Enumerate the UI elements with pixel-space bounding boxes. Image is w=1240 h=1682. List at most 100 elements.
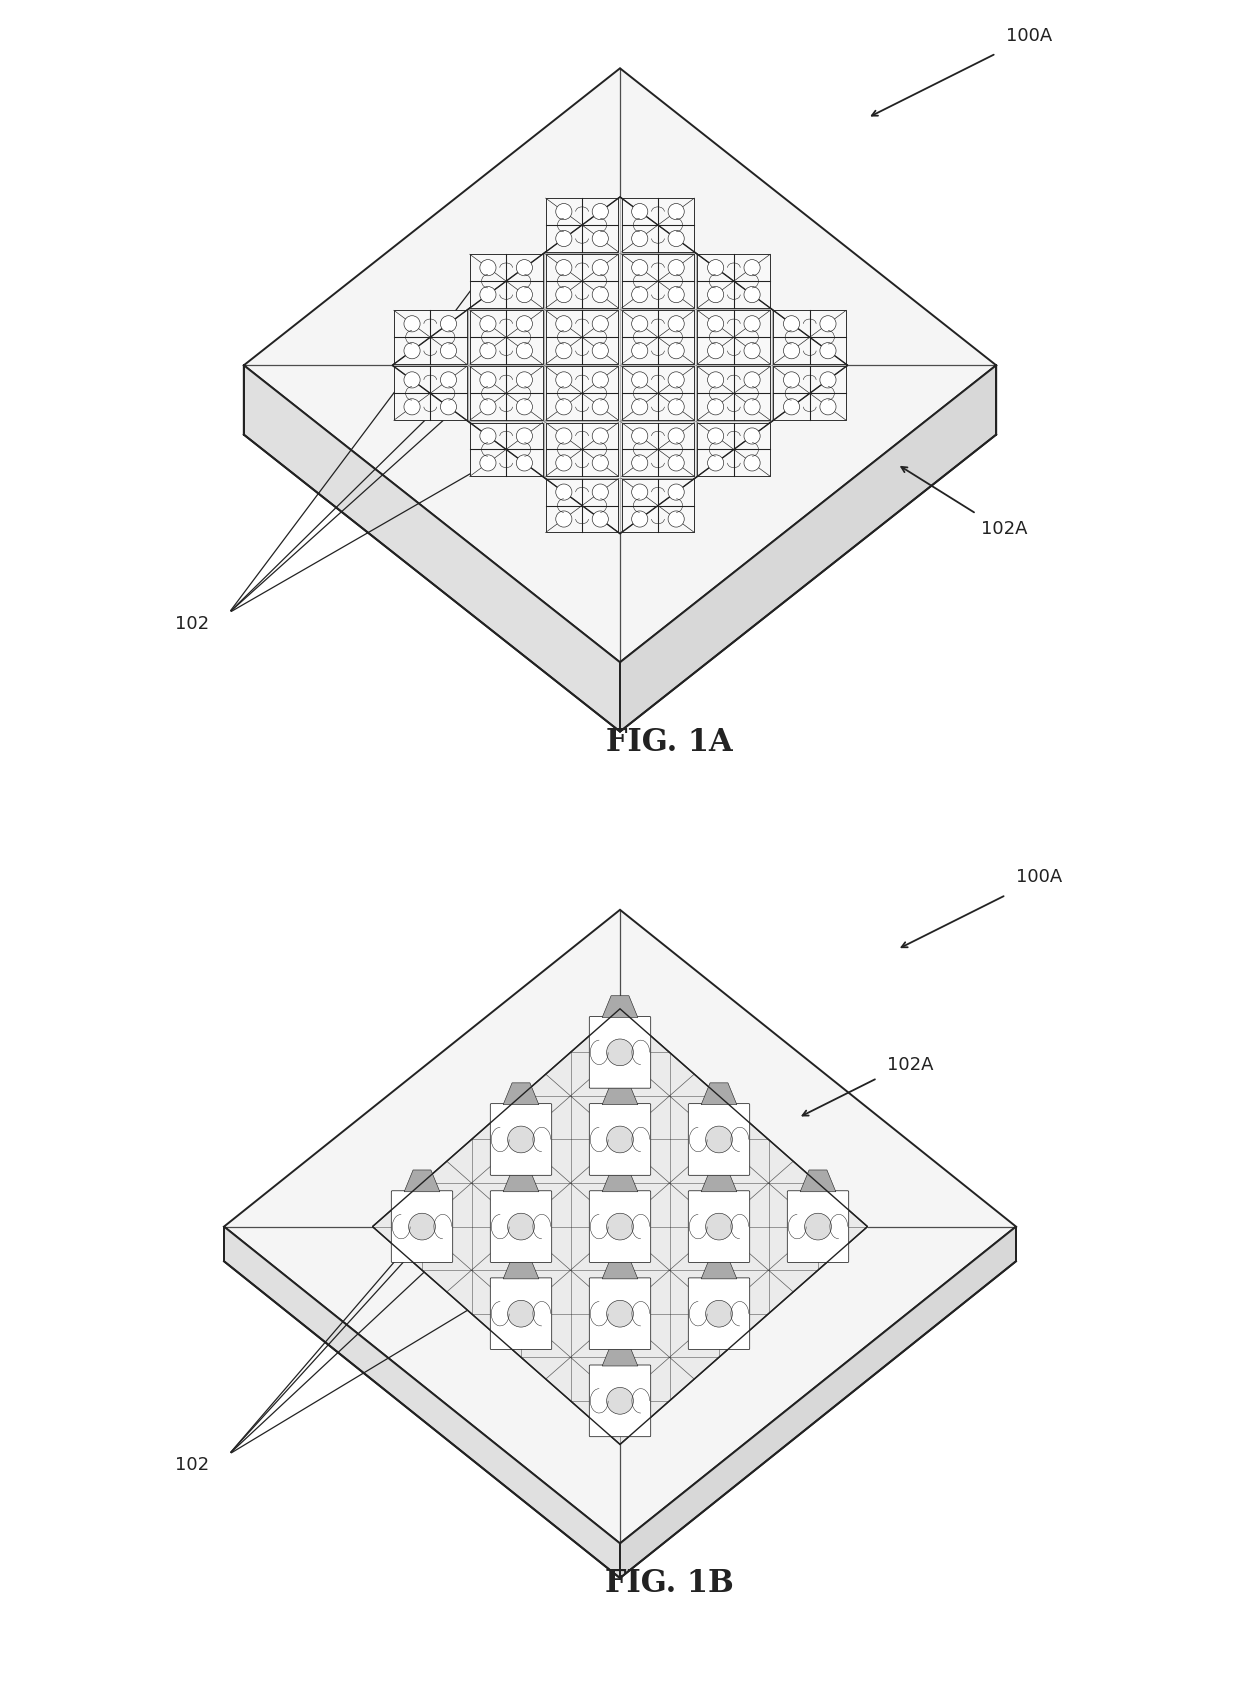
Circle shape	[631, 484, 647, 501]
Polygon shape	[774, 367, 846, 420]
Circle shape	[507, 1300, 534, 1327]
Circle shape	[593, 429, 609, 444]
Circle shape	[706, 1213, 733, 1240]
Polygon shape	[621, 311, 694, 365]
Circle shape	[744, 343, 760, 360]
Circle shape	[631, 373, 647, 389]
Polygon shape	[603, 1083, 637, 1105]
Circle shape	[784, 316, 800, 333]
Text: FIG. 1B: FIG. 1B	[605, 1568, 734, 1598]
Polygon shape	[503, 1083, 539, 1105]
FancyBboxPatch shape	[787, 1191, 848, 1263]
Circle shape	[805, 1213, 831, 1240]
Circle shape	[708, 400, 724, 415]
Circle shape	[409, 1213, 435, 1240]
Circle shape	[631, 316, 647, 333]
Circle shape	[556, 261, 572, 276]
Polygon shape	[224, 910, 1016, 1544]
Polygon shape	[546, 424, 619, 478]
Circle shape	[784, 373, 800, 389]
Circle shape	[593, 232, 609, 247]
Circle shape	[593, 261, 609, 276]
FancyBboxPatch shape	[688, 1191, 750, 1263]
Circle shape	[744, 373, 760, 389]
Circle shape	[784, 400, 800, 415]
Circle shape	[631, 343, 647, 360]
FancyBboxPatch shape	[589, 1191, 651, 1263]
Polygon shape	[697, 256, 770, 309]
Circle shape	[593, 456, 609, 471]
Circle shape	[606, 1388, 634, 1415]
Polygon shape	[470, 256, 543, 309]
Circle shape	[631, 261, 647, 276]
Polygon shape	[224, 1226, 620, 1578]
Circle shape	[404, 400, 420, 415]
Polygon shape	[603, 1171, 637, 1193]
FancyBboxPatch shape	[688, 1278, 750, 1349]
Circle shape	[606, 1127, 634, 1154]
Circle shape	[668, 261, 684, 276]
Polygon shape	[621, 367, 694, 420]
Polygon shape	[392, 198, 848, 535]
Circle shape	[706, 1300, 733, 1327]
FancyBboxPatch shape	[490, 1191, 552, 1263]
Circle shape	[668, 400, 684, 415]
Circle shape	[516, 456, 532, 471]
Circle shape	[480, 456, 496, 471]
FancyBboxPatch shape	[589, 1278, 651, 1349]
Circle shape	[668, 205, 684, 220]
Circle shape	[556, 232, 572, 247]
Polygon shape	[404, 1171, 440, 1193]
Polygon shape	[701, 1083, 737, 1105]
Circle shape	[593, 484, 609, 501]
Circle shape	[556, 343, 572, 360]
Polygon shape	[546, 479, 619, 533]
Circle shape	[631, 205, 647, 220]
Polygon shape	[503, 1171, 539, 1193]
FancyBboxPatch shape	[490, 1278, 552, 1349]
Polygon shape	[697, 367, 770, 420]
Circle shape	[516, 343, 532, 360]
Polygon shape	[701, 1171, 737, 1193]
Polygon shape	[394, 311, 466, 365]
Circle shape	[556, 373, 572, 389]
Circle shape	[516, 373, 532, 389]
Circle shape	[706, 1127, 733, 1154]
Circle shape	[507, 1213, 534, 1240]
Circle shape	[480, 429, 496, 444]
Polygon shape	[697, 424, 770, 478]
Polygon shape	[621, 479, 694, 533]
Circle shape	[668, 511, 684, 528]
Polygon shape	[470, 367, 543, 420]
Circle shape	[708, 373, 724, 389]
Polygon shape	[701, 1258, 737, 1278]
Circle shape	[440, 400, 456, 415]
Circle shape	[744, 288, 760, 303]
Circle shape	[480, 316, 496, 333]
Circle shape	[516, 400, 532, 415]
Polygon shape	[697, 311, 770, 365]
Polygon shape	[621, 256, 694, 309]
Circle shape	[593, 316, 609, 333]
Text: 102: 102	[175, 1455, 208, 1473]
Circle shape	[744, 429, 760, 444]
Circle shape	[507, 1127, 534, 1154]
Polygon shape	[603, 1344, 637, 1366]
Circle shape	[480, 373, 496, 389]
Polygon shape	[244, 367, 620, 732]
Circle shape	[668, 429, 684, 444]
Circle shape	[593, 373, 609, 389]
Circle shape	[668, 343, 684, 360]
Circle shape	[480, 400, 496, 415]
Circle shape	[556, 456, 572, 471]
Circle shape	[668, 456, 684, 471]
Circle shape	[440, 316, 456, 333]
FancyBboxPatch shape	[490, 1103, 552, 1176]
Circle shape	[668, 484, 684, 501]
Circle shape	[744, 456, 760, 471]
Circle shape	[440, 373, 456, 389]
Circle shape	[708, 316, 724, 333]
Polygon shape	[621, 424, 694, 478]
Text: 102A: 102A	[888, 1056, 934, 1073]
Polygon shape	[620, 1226, 1016, 1578]
